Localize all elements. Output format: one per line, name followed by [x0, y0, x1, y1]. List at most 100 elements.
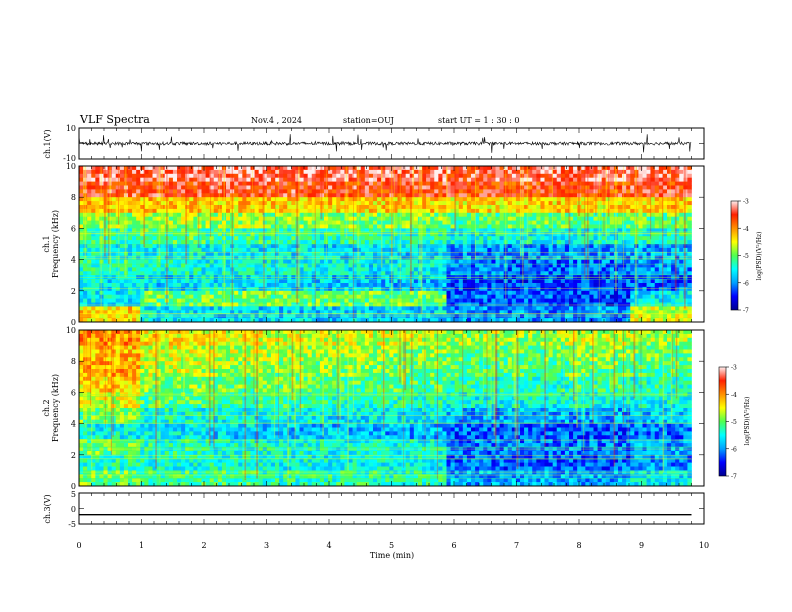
spectrogram-cell	[205, 255, 211, 260]
spectrogram-cell	[172, 279, 178, 284]
spectrogram-cell	[324, 259, 329, 264]
spectrogram-cell	[177, 283, 182, 288]
spectrogram-cell	[552, 286, 558, 292]
spectrogram-cell	[360, 240, 366, 245]
spectrogram-cell	[368, 205, 374, 210]
spectrogram-cell	[140, 208, 145, 214]
spectrogram-cell	[356, 220, 362, 225]
spectrogram-cell	[507, 263, 513, 268]
spectrogram-cell	[356, 263, 362, 268]
spectrogram-cell	[336, 212, 341, 218]
spectrogram-cell	[479, 197, 484, 202]
spectrogram-cell	[573, 205, 578, 210]
spectrogram-cell	[466, 263, 472, 268]
spectrogram-cell	[360, 290, 366, 296]
spectrogram-cell	[609, 255, 615, 260]
spectrogram-cell	[299, 169, 304, 175]
spectrogram-cell	[585, 247, 590, 253]
spectrogram-cell	[646, 228, 652, 233]
spectrogram-cell	[132, 236, 137, 241]
spectrogram-cell	[291, 232, 296, 237]
spectrogram-cell	[258, 283, 264, 288]
spectrogram-cell	[520, 267, 525, 272]
spectrogram-cell	[560, 228, 566, 233]
spectrogram-cell	[609, 166, 615, 171]
spectrogram-cell	[638, 232, 643, 237]
spectrogram-cell	[168, 232, 174, 237]
spectrogram-cell	[87, 185, 92, 190]
spectrogram-cell	[581, 279, 586, 284]
spectrogram-cell	[605, 271, 611, 276]
spectrogram-cell	[283, 173, 288, 179]
spectrogram-cell	[679, 247, 684, 253]
spectrogram-cell	[128, 259, 133, 264]
spectrogram-cell	[201, 185, 206, 190]
spectrogram-cell	[193, 224, 198, 229]
spectrogram-cell	[585, 220, 590, 225]
spectrogram-cell	[593, 177, 598, 182]
spectrogram-cell	[466, 244, 472, 249]
spectrogram-cell	[344, 286, 349, 292]
spectrogram-cell	[507, 224, 513, 229]
spectrogram-cell	[107, 189, 113, 194]
spectrogram-cell	[209, 286, 215, 292]
spectrogram-cell	[638, 224, 643, 229]
spectrogram-cell	[667, 193, 672, 198]
spectrogram-cell	[234, 220, 239, 225]
spectrogram-cell	[148, 189, 153, 194]
spectrogram-cell	[520, 173, 525, 179]
spectrogram-cell	[552, 244, 558, 249]
spectrogram-cell	[205, 290, 211, 296]
spectrogram-cell	[626, 279, 631, 284]
spectrogram-cell	[295, 240, 300, 245]
spectrogram-cell	[491, 201, 496, 206]
spectrogram-cell	[242, 208, 247, 214]
spectrogram-cell	[385, 236, 390, 241]
spectrogram-cell	[226, 267, 231, 272]
spectrogram-cell	[262, 216, 268, 221]
spectrogram-cell	[352, 259, 358, 264]
spectrogram-cell	[111, 244, 117, 249]
spectrogram-cell	[511, 263, 517, 268]
spectrogram-cell	[217, 232, 223, 237]
spectrogram-cell	[83, 290, 88, 296]
spectrogram-cell	[221, 212, 227, 218]
spectrogram-cell	[156, 189, 162, 194]
spectrogram-cell	[168, 166, 174, 171]
spectrogram-cell	[103, 205, 108, 210]
spectrogram-cell	[87, 181, 92, 186]
spectrogram-cell	[409, 173, 415, 179]
spectrogram-cell	[181, 290, 186, 296]
spectrogram-cell	[172, 290, 178, 296]
spectrogram-cell	[609, 177, 615, 182]
spectrogram-cell	[226, 271, 231, 276]
spectrogram-cell	[364, 275, 370, 280]
spectrogram-cell	[287, 205, 292, 210]
spectrogram-cell	[454, 271, 460, 276]
spectrogram-cell	[217, 283, 223, 288]
spectrogram-cell	[270, 169, 276, 175]
spectrogram-cell	[438, 232, 443, 237]
spectrogram-cell	[103, 283, 108, 288]
spectrogram-cell	[295, 232, 300, 237]
spectrogram-cell	[618, 259, 623, 264]
spectrogram-cell	[258, 166, 264, 171]
spectrogram-cell	[581, 232, 586, 237]
spectrogram-cell	[217, 286, 223, 292]
spectrogram-cell	[95, 232, 100, 237]
spectrogram-cell	[299, 166, 304, 171]
spectrogram-cell	[679, 236, 684, 241]
spectrogram-cell	[144, 201, 149, 206]
spectrogram-cell	[144, 216, 149, 221]
spectrogram-cell	[189, 251, 194, 257]
spectrogram-cell	[385, 263, 390, 268]
spectrogram-cell	[99, 244, 104, 249]
spectrogram-cell	[560, 275, 566, 280]
spectrogram-cell	[217, 220, 223, 225]
spectrogram-cell	[258, 177, 264, 182]
spectrogram-cell	[520, 247, 525, 253]
spectrogram-cell	[332, 197, 337, 202]
spectrogram-cell	[197, 236, 202, 241]
spectrogram-cell	[662, 263, 668, 268]
spectrogram-cell	[487, 201, 492, 206]
